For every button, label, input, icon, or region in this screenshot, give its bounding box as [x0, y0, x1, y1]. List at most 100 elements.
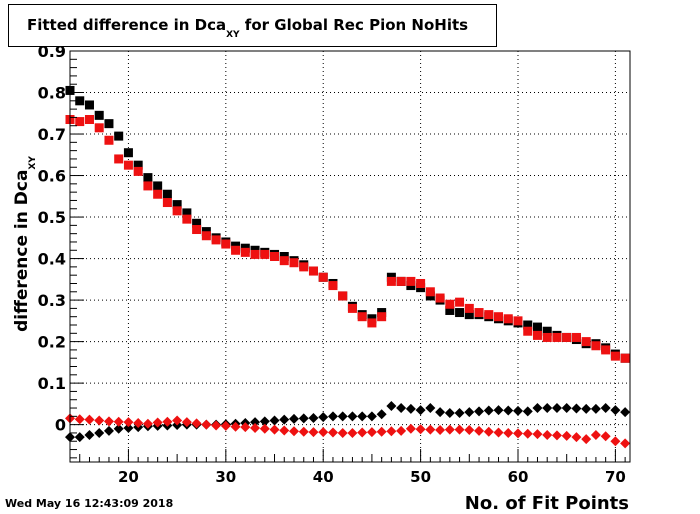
- data-point-diamond: [464, 407, 475, 418]
- data-point-diamond: [123, 417, 134, 428]
- data-point-square: [542, 332, 552, 342]
- data-point-square: [240, 247, 250, 257]
- data-point-square: [123, 160, 133, 170]
- chart-title: Fitted difference in DcaXY for Global Re…: [27, 16, 468, 40]
- data-point-diamond: [444, 424, 455, 435]
- data-point-square: [172, 206, 182, 216]
- data-point-diamond: [318, 412, 329, 423]
- data-point-diamond: [347, 427, 358, 438]
- data-point-diamond: [327, 427, 338, 438]
- data-point-diamond: [435, 407, 446, 418]
- data-point-diamond: [123, 422, 134, 433]
- data-point-diamond: [298, 413, 309, 424]
- data-point-diamond: [240, 422, 251, 433]
- data-point-square: [455, 308, 465, 318]
- data-point-diamond: [172, 415, 183, 426]
- data-point-diamond: [103, 416, 114, 427]
- data-point-diamond: [279, 425, 290, 436]
- data-point-diamond: [620, 438, 631, 449]
- data-point-square: [610, 351, 620, 361]
- data-point-square: [299, 262, 309, 272]
- data-point-square: [445, 305, 455, 315]
- data-point-square: [221, 239, 231, 249]
- data-point-square: [94, 110, 104, 120]
- y-tick-label: 0.7: [38, 125, 66, 144]
- data-point-square: [464, 310, 474, 320]
- data-point-square: [532, 322, 542, 332]
- data-point-diamond: [230, 421, 241, 432]
- data-point-square: [503, 314, 513, 324]
- data-point-square: [435, 293, 445, 303]
- data-point-square: [75, 117, 85, 127]
- data-point-diamond: [620, 407, 631, 418]
- data-point-diamond: [74, 432, 85, 443]
- data-point-diamond: [483, 405, 494, 416]
- data-point-square: [513, 316, 523, 326]
- data-point-diamond: [376, 426, 387, 437]
- data-point-diamond: [474, 406, 485, 417]
- data-point-diamond: [347, 411, 358, 422]
- data-point-square: [416, 278, 426, 288]
- data-point-square: [94, 123, 104, 133]
- data-point-diamond: [522, 406, 533, 417]
- data-point-diamond: [357, 411, 368, 422]
- data-point-diamond: [113, 416, 124, 427]
- data-point-diamond: [542, 430, 553, 441]
- data-point-diamond: [561, 430, 572, 441]
- title-suffix: for Global Rec Pion NoHits: [239, 16, 469, 34]
- data-point-square: [386, 276, 396, 286]
- data-point-diamond: [571, 432, 582, 443]
- data-point-diamond: [162, 416, 173, 427]
- data-point-diamond: [337, 427, 348, 438]
- data-point-diamond: [590, 403, 601, 414]
- y-tick-label: 0.6: [38, 167, 66, 186]
- data-point-diamond: [396, 403, 407, 414]
- data-point-diamond: [600, 403, 611, 414]
- data-point-diamond: [571, 403, 582, 414]
- data-point-square: [601, 345, 611, 355]
- data-point-square: [523, 320, 533, 330]
- data-point-diamond: [474, 425, 485, 436]
- data-point-diamond: [84, 414, 95, 425]
- y-tick-label: 0.8: [38, 84, 66, 103]
- data-point-diamond: [493, 427, 504, 438]
- data-point-diamond: [133, 417, 144, 428]
- data-point-diamond: [142, 418, 153, 429]
- data-point-diamond: [415, 405, 426, 416]
- y-tick-label: 0.5: [38, 208, 66, 227]
- data-point-diamond: [513, 405, 523, 416]
- data-point-square: [523, 326, 533, 336]
- data-point-square: [377, 312, 387, 322]
- data-point-diamond: [561, 403, 572, 414]
- data-point-diamond: [220, 420, 231, 431]
- x-tick-label: 30: [215, 468, 236, 486]
- chart-title-box: Fitted difference in DcaXY for Global Re…: [8, 4, 497, 47]
- data-point-diamond: [581, 403, 592, 414]
- data-point-diamond: [522, 428, 533, 439]
- data-point-diamond: [259, 416, 270, 427]
- data-point-diamond: [396, 425, 407, 436]
- title-subscript: XY: [226, 30, 240, 40]
- data-point-square: [192, 218, 202, 228]
- data-point-diamond: [386, 426, 397, 437]
- data-point-diamond: [337, 411, 348, 422]
- data-point-square: [114, 154, 124, 164]
- data-point-diamond: [551, 403, 562, 414]
- data-point-diamond: [327, 411, 338, 422]
- data-point-diamond: [191, 418, 202, 429]
- data-point-diamond: [503, 405, 514, 416]
- data-point-diamond: [269, 415, 280, 426]
- data-point-diamond: [74, 414, 85, 425]
- data-point-square: [172, 200, 182, 210]
- data-point-square: [571, 332, 581, 342]
- data-point-diamond: [405, 403, 416, 414]
- data-point-square: [591, 341, 601, 351]
- data-point-square: [289, 258, 299, 268]
- data-point-diamond: [551, 430, 562, 441]
- data-point-square: [153, 189, 163, 199]
- data-point-square: [406, 276, 416, 286]
- data-point-diamond: [600, 431, 611, 442]
- data-point-diamond: [415, 424, 426, 435]
- data-point-diamond: [425, 424, 436, 435]
